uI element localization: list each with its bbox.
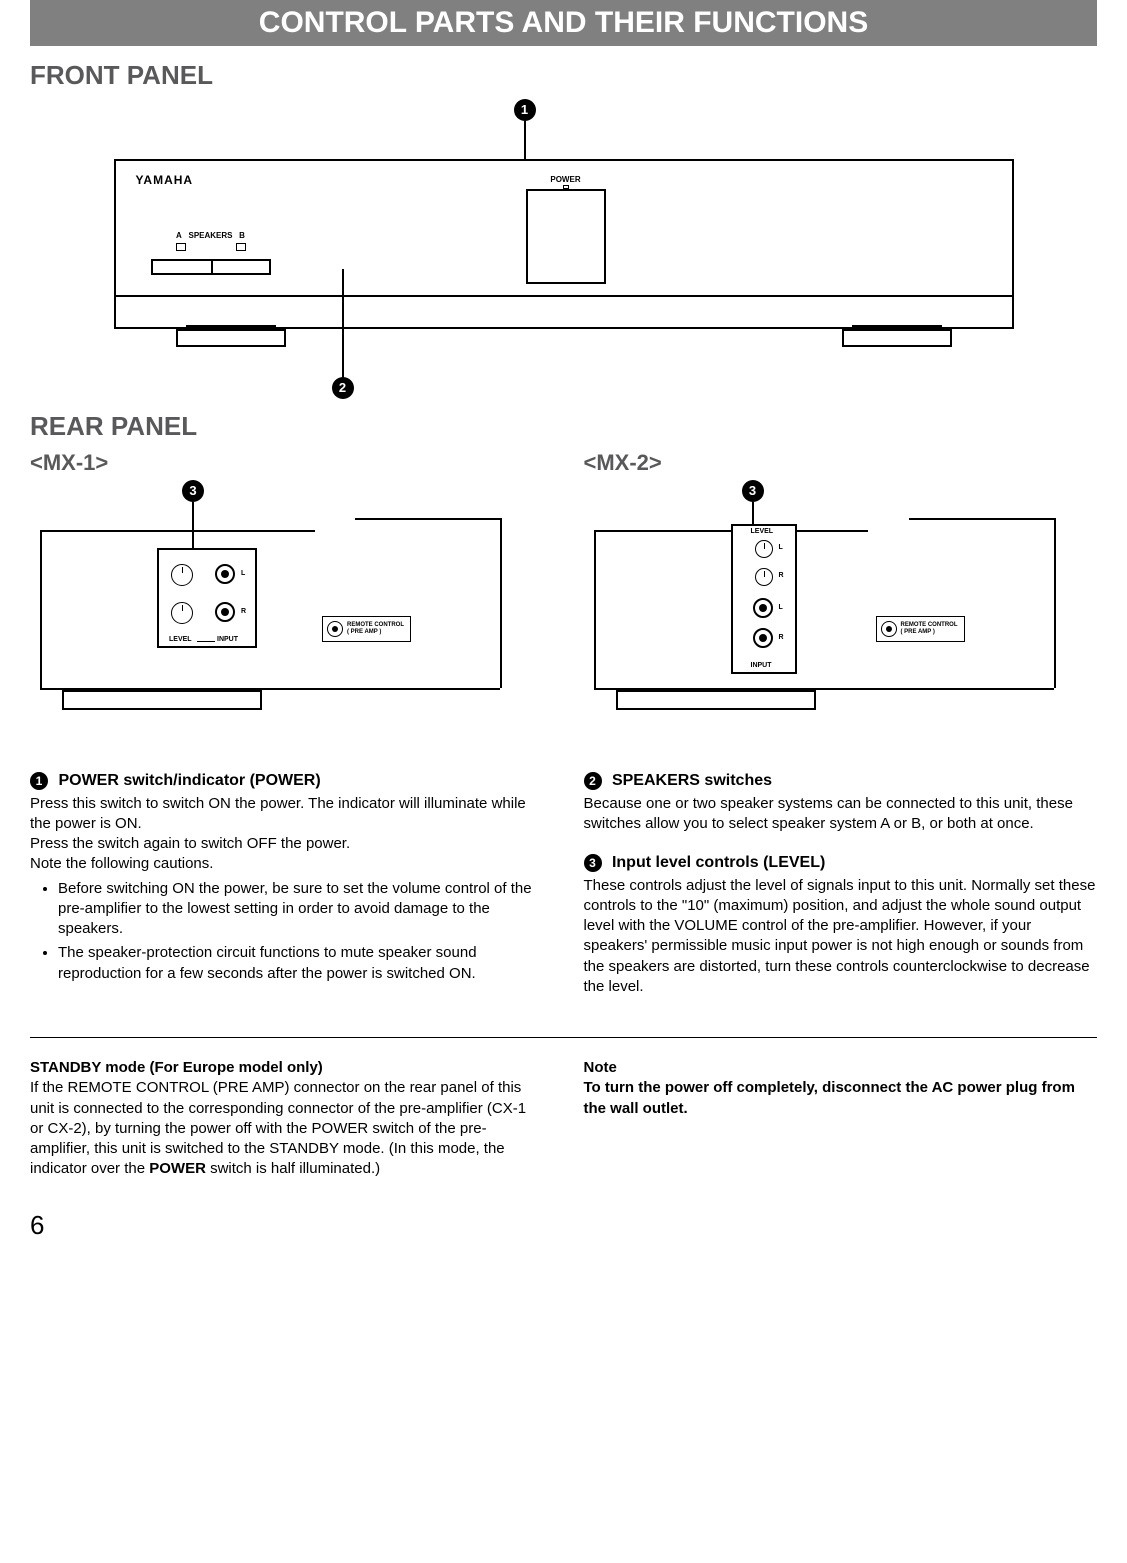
rear-panel-mx1: 3 L R LEVEL INPUT — [30, 480, 510, 740]
input-label: INPUT — [217, 636, 238, 643]
title-bar: CONTROL PARTS AND THEIR FUNCTIONS — [30, 0, 1097, 46]
mx2-level-input-panel: LEVEL L R L R INPUT — [731, 524, 797, 674]
level-label: LEVEL — [169, 636, 192, 643]
num-3-icon: 3 — [584, 854, 602, 872]
brand-label: YAMAHA — [136, 173, 194, 187]
power-label: POWER — [528, 175, 604, 184]
callout-2: 2 — [332, 377, 354, 399]
standby-heading: STANDBY mode (For Europe model only) — [30, 1058, 544, 1078]
input-label-mx2: INPUT — [751, 662, 772, 669]
item3-heading: 3 Input level controls (LEVEL) — [584, 852, 1098, 874]
speakers-b-label: B — [239, 231, 245, 240]
item2-text: Because one or two speaker systems can b… — [584, 794, 1098, 835]
mx2-remote-connector: REMOTE CONTROL( PRE AMP ) — [876, 616, 965, 642]
item3-text: These controls adjust the level of signa… — [584, 876, 1098, 998]
speakers-label: SPEAKERS — [188, 231, 232, 240]
model-mx2-heading: <MX-2> — [584, 450, 1098, 476]
item1-bullet1: Before switching ON the power, be sure t… — [58, 879, 544, 940]
speakers-switches: A SPEAKERS B — [151, 231, 271, 275]
item1-text3: Note the following cautions. — [30, 854, 544, 874]
rear-panel-heading: REAR PANEL — [30, 411, 1097, 442]
item2-heading: 2 SPEAKERS switches — [584, 770, 1098, 792]
item1-text2: Press the switch again to switch OFF the… — [30, 834, 544, 854]
standby-text: If the REMOTE CONTROL (PRE AMP) connecto… — [30, 1078, 544, 1179]
r-label: R — [241, 608, 246, 615]
l-label-mx2b: L — [779, 604, 783, 611]
front-chassis: YAMAHA POWER A SPEAKERS B — [114, 159, 1014, 329]
level-label-mx2: LEVEL — [751, 528, 774, 535]
note-heading: Note — [584, 1058, 1098, 1078]
model-mx1-heading: <MX-1> — [30, 450, 544, 476]
callout-3-mx2: 3 — [742, 480, 764, 502]
rear-panel-mx2: 3 LEVEL L R L — [584, 480, 1064, 740]
item1-bullet2: The speaker-protection circuit functions… — [58, 943, 544, 984]
callout-1: 1 — [514, 99, 536, 121]
mx1-remote-connector: REMOTE CONTROL( PRE AMP ) — [322, 616, 411, 642]
power-switch: POWER — [526, 189, 606, 284]
num-1-icon: 1 — [30, 772, 48, 790]
r-label-mx2b: R — [779, 634, 784, 641]
l-label: L — [241, 570, 245, 577]
l-label-mx2a: L — [779, 544, 783, 551]
front-panel-heading: FRONT PANEL — [30, 60, 1097, 91]
note-text: To turn the power off completely, discon… — [584, 1078, 1098, 1119]
item1-text1: Press this switch to switch ON the power… — [30, 794, 544, 835]
separator — [30, 1037, 1097, 1038]
page-number: 6 — [30, 1210, 1097, 1241]
r-label-mx2a: R — [779, 572, 784, 579]
speakers-a-label: A — [176, 231, 182, 240]
callout-3-mx1: 3 — [182, 480, 204, 502]
mx1-level-input-panel: L R LEVEL INPUT — [157, 548, 257, 648]
num-2-icon: 2 — [584, 772, 602, 790]
front-panel-diagram: 1 YAMAHA POWER A SPEAKERS B 2 — [74, 99, 1054, 399]
item1-heading: 1 POWER switch/indicator (POWER) — [30, 770, 544, 792]
